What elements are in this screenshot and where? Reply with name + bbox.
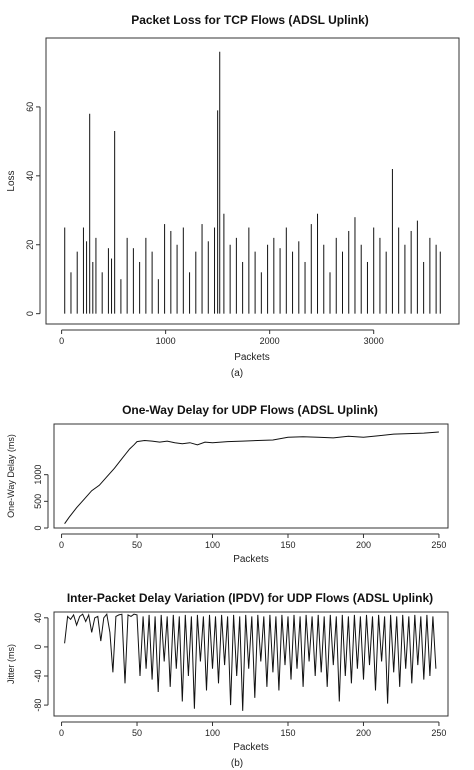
x-tick-label: 200 (356, 540, 371, 550)
figure-caption-b: (b) (231, 758, 243, 769)
x-tick-label: 50 (132, 540, 142, 550)
one-way-delay-chart: One-Way Delay for UDP Flows (ADSL Uplink… (6, 403, 449, 565)
y-tick-label: 0 (25, 311, 35, 316)
y-axis: 0 500 1000 (33, 465, 49, 531)
y-tick-label: 60 (25, 102, 35, 112)
y-tick-label: -80 (33, 699, 43, 712)
x-tick-label: 0 (59, 540, 64, 550)
chart-title: One-Way Delay for UDP Flows (ADSL Uplink… (122, 403, 378, 417)
y-tick-label: 0 (33, 525, 43, 530)
plot-frame (53, 423, 449, 529)
plot-frame (45, 37, 460, 325)
y-tick-label: 0 (33, 644, 43, 649)
x-axis: 0 50 100 150 200 250 (59, 721, 446, 738)
y-tick-label: 40 (33, 613, 43, 623)
x-tick-label: 250 (431, 540, 446, 550)
x-axis-label: Packets (233, 554, 269, 565)
x-tick-label: 150 (280, 540, 295, 550)
y-tick-label: -40 (33, 669, 43, 682)
y-axis: 0 20 40 60 (25, 102, 41, 316)
series-line (64, 613, 437, 711)
x-tick-label: 250 (431, 728, 446, 738)
packet-loss-chart: Packet Loss for TCP Flows (ADSL Uplink) … (6, 13, 460, 379)
y-tick-label: 500 (33, 494, 43, 509)
loss-series (64, 51, 441, 314)
delay-series (64, 431, 439, 524)
y-axis: -80 -40 0 40 (33, 613, 49, 712)
y-axis-label: One-Way Delay (ms) (6, 434, 16, 518)
x-tick-label: 100 (205, 728, 220, 738)
y-axis-label: Jitter (ms) (6, 644, 16, 684)
chart-title: Inter-Packet Delay Variation (IPDV) for … (67, 591, 433, 605)
x-tick-label: 100 (205, 540, 220, 550)
x-tick-label: 200 (356, 728, 371, 738)
x-tick-label: 150 (280, 728, 295, 738)
y-tick-label: 20 (25, 240, 35, 250)
x-axis: 0 1000 2000 3000 (59, 329, 384, 346)
x-axis-label: Packets (234, 352, 270, 363)
ipdv-chart: Inter-Packet Delay Variation (IPDV) for … (6, 591, 449, 769)
jitter-series (64, 613, 437, 711)
x-tick-label: 1000 (156, 336, 176, 346)
x-axis-label: Packets (233, 742, 269, 753)
x-tick-label: 2000 (260, 336, 280, 346)
x-tick-label: 0 (59, 728, 64, 738)
figure-caption-a: (a) (231, 368, 243, 379)
x-tick-label: 3000 (364, 336, 384, 346)
y-tick-label: 40 (25, 171, 35, 181)
y-axis-label: Loss (6, 170, 17, 191)
chart-title: Packet Loss for TCP Flows (ADSL Uplink) (131, 13, 369, 27)
x-axis: 0 50 100 150 200 250 (59, 533, 446, 550)
plot-frame (53, 611, 449, 717)
y-tick-label: 1000 (33, 465, 43, 485)
series-line (64, 431, 439, 524)
x-tick-label: 50 (132, 728, 142, 738)
x-tick-label: 0 (59, 336, 64, 346)
